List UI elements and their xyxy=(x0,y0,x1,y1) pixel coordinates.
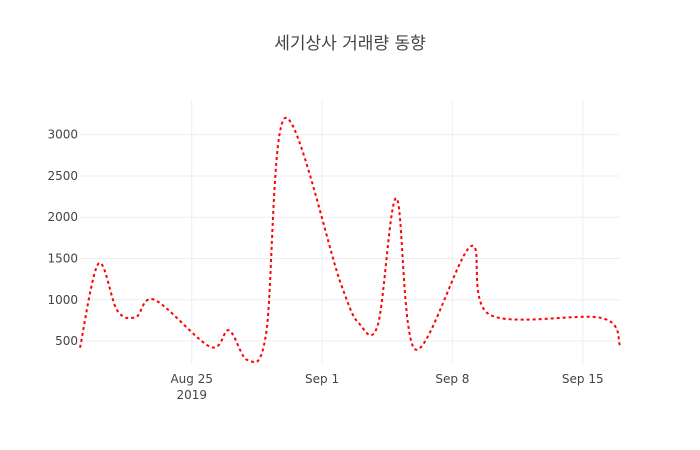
y-tick-label: 1000 xyxy=(47,293,78,307)
y-tick-label: 2000 xyxy=(47,210,78,224)
y-axis-ticks: 500 1000 1500 2000 2500 3000 xyxy=(47,128,78,348)
x-tick-year-label: 2019 xyxy=(176,388,207,402)
series-line xyxy=(79,117,621,364)
x-gridlines xyxy=(191,100,584,365)
x-tick-label: Sep 15 xyxy=(562,372,604,386)
x-tick-label: Sep 1 xyxy=(305,372,339,386)
x-tick-label: Sep 8 xyxy=(435,372,469,386)
x-axis-ticks: Aug 25 2019 Sep 1 Sep 8 Sep 15 xyxy=(170,372,603,402)
y-tick-label: 3000 xyxy=(47,128,78,142)
y-tick-label: 2500 xyxy=(47,169,78,183)
y-tick-label: 1500 xyxy=(47,252,78,266)
y-gridlines xyxy=(80,134,620,342)
x-tick-label: Aug 25 xyxy=(170,372,213,386)
series-group xyxy=(79,117,621,364)
chart-title: 세기상사 거래량 동향 xyxy=(274,34,426,54)
y-tick-label: 500 xyxy=(55,334,78,348)
